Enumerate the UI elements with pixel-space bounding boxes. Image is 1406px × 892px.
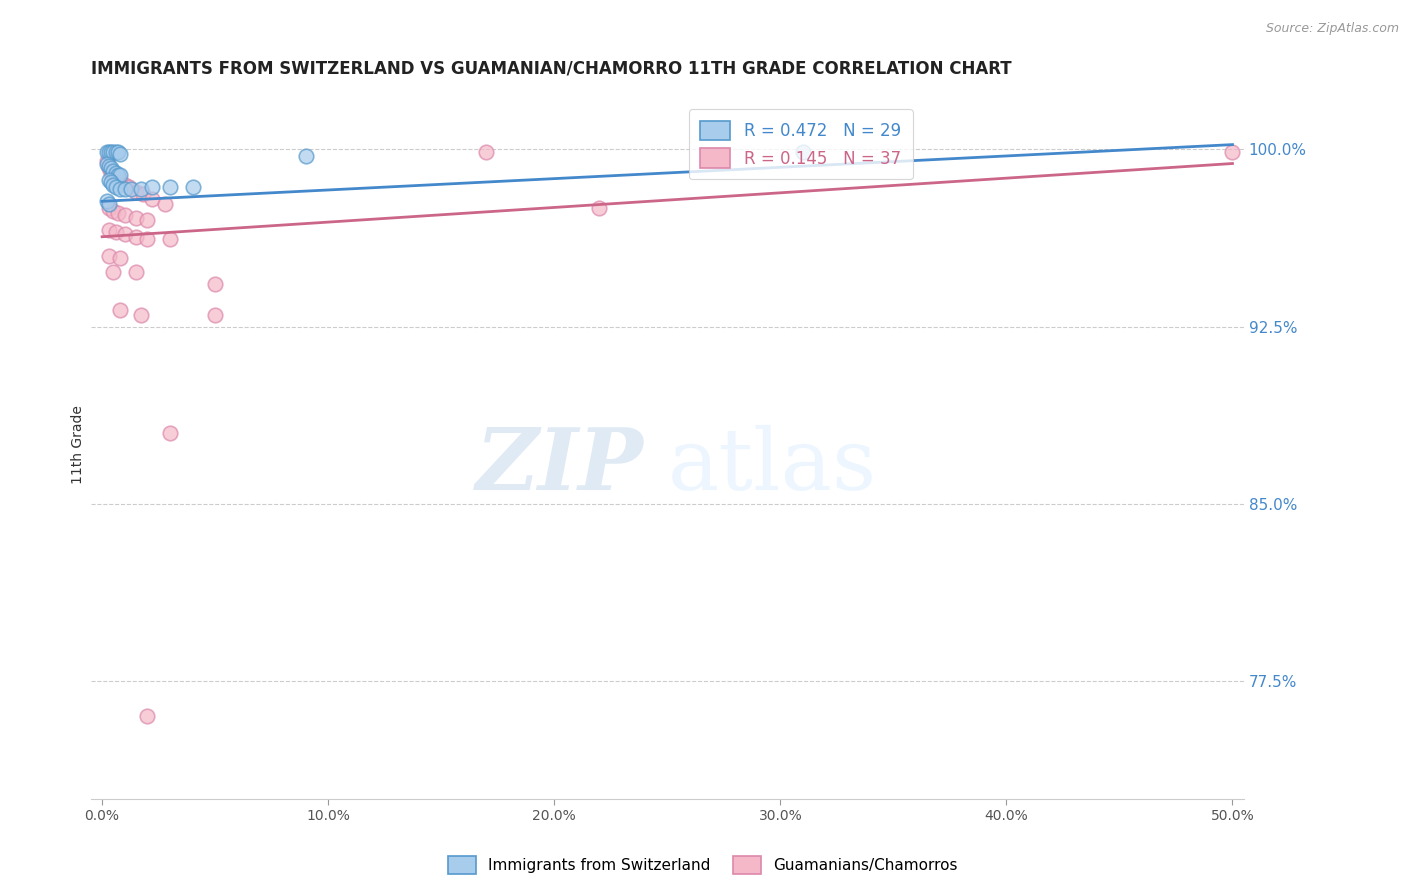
Point	[104, 166, 127, 180]
Text: IMMIGRANTS FROM SWITZERLAND VS GUAMANIAN/CHAMORRO 11TH GRADE CORRELATION CHART: IMMIGRANTS FROM SWITZERLAND VS GUAMANIAN…	[91, 60, 1011, 78]
Point	[108, 173, 131, 187]
Point	[103, 169, 125, 183]
Point	[96, 156, 118, 170]
Point	[97, 159, 120, 173]
Y-axis label: 11th Grade: 11th Grade	[72, 405, 86, 484]
Point	[97, 222, 120, 236]
Point	[97, 202, 120, 216]
Point	[100, 161, 122, 176]
Point	[96, 194, 118, 209]
Point	[114, 209, 136, 223]
Point	[129, 182, 152, 196]
Point	[125, 229, 148, 244]
Point	[181, 180, 204, 194]
Point	[588, 202, 610, 216]
Point	[155, 196, 177, 211]
Point	[129, 308, 152, 322]
Point	[294, 149, 316, 163]
Point	[100, 175, 122, 189]
Point	[103, 163, 125, 178]
Point	[103, 145, 125, 159]
Point	[97, 196, 120, 211]
Point	[114, 178, 136, 192]
Text: atlas: atlas	[668, 425, 876, 508]
Text: ZIP: ZIP	[477, 425, 644, 508]
Point	[104, 225, 127, 239]
Point	[96, 154, 118, 169]
Point	[136, 709, 159, 723]
Point	[132, 187, 155, 202]
Point	[141, 192, 163, 206]
Point	[108, 251, 131, 265]
Point	[114, 227, 136, 242]
Point	[159, 232, 181, 246]
Point	[792, 145, 814, 159]
Point	[100, 166, 122, 180]
Point	[204, 308, 226, 322]
Point	[125, 265, 148, 279]
Point	[107, 169, 129, 183]
Point	[141, 180, 163, 194]
Point	[104, 170, 127, 185]
Point	[100, 145, 122, 159]
Text: Source: ZipAtlas.com: Source: ZipAtlas.com	[1265, 22, 1399, 36]
Point	[97, 161, 120, 176]
Point	[1222, 145, 1244, 159]
Point	[103, 265, 125, 279]
Point	[97, 173, 120, 187]
Point	[136, 232, 159, 246]
Point	[475, 145, 498, 159]
Point	[104, 180, 127, 194]
Point	[159, 180, 181, 194]
Point	[107, 206, 129, 220]
Point	[108, 303, 131, 318]
Point	[103, 203, 125, 218]
Point	[97, 249, 120, 263]
Point	[96, 145, 118, 159]
Point	[159, 425, 181, 440]
Point	[103, 178, 125, 192]
Point	[107, 145, 129, 159]
Point	[114, 182, 136, 196]
Point	[118, 180, 141, 194]
Point	[104, 145, 127, 159]
Point	[108, 182, 131, 196]
Legend: Immigrants from Switzerland, Guamanians/Chamorros: Immigrants from Switzerland, Guamanians/…	[443, 850, 963, 880]
Point	[97, 145, 120, 159]
Point	[121, 182, 143, 196]
Legend: R = 0.472   N = 29, R = 0.145   N = 37: R = 0.472 N = 29, R = 0.145 N = 37	[689, 109, 912, 179]
Point	[125, 211, 148, 225]
Point	[108, 169, 131, 183]
Point	[136, 213, 159, 227]
Point	[125, 185, 148, 199]
Point	[108, 147, 131, 161]
Point	[204, 277, 226, 291]
